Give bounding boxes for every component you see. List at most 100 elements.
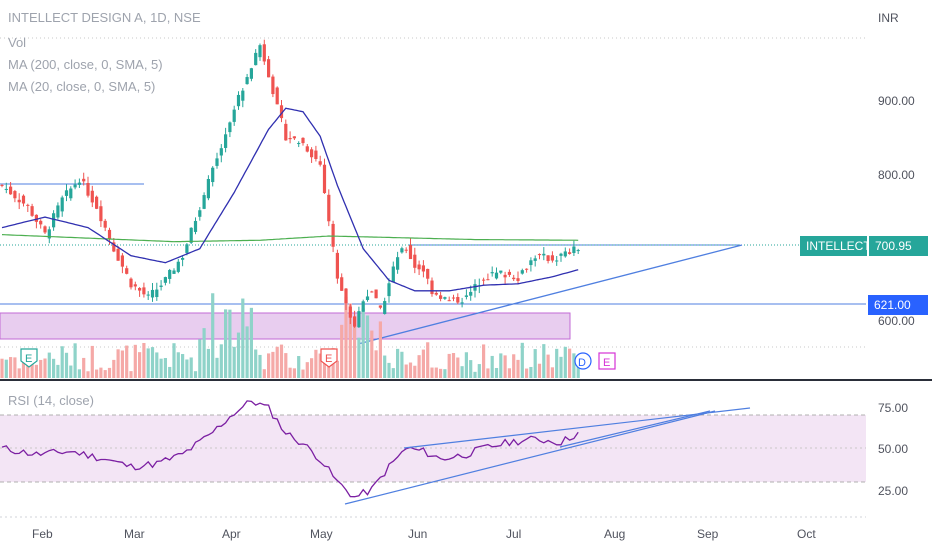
volume-bar xyxy=(275,346,279,378)
volume-bar xyxy=(546,354,550,378)
time-label-may: May xyxy=(310,527,333,541)
legend-rsi[interactable]: RSI (14, close) xyxy=(8,393,94,408)
legend-ma20[interactable]: MA (20, close, 0, SMA, 5) xyxy=(8,79,156,94)
candle-body xyxy=(202,195,206,209)
rsi-tick-75: 75.00 xyxy=(878,401,908,415)
candle-body xyxy=(34,214,38,222)
candle-body xyxy=(159,285,163,287)
time-label-apr: Apr xyxy=(222,527,241,541)
volume-bar xyxy=(21,355,26,378)
candle-body xyxy=(533,258,537,261)
volume-bar xyxy=(181,354,185,378)
candle-body xyxy=(550,255,554,261)
volume-bar xyxy=(138,352,142,378)
candle-body xyxy=(47,229,51,239)
candle-body xyxy=(512,277,516,280)
candle-body xyxy=(116,248,120,261)
candle-body xyxy=(9,186,13,195)
volume-bar xyxy=(267,353,271,378)
dividend-marker[interactable]: D xyxy=(574,352,592,370)
candle-body xyxy=(297,143,301,145)
rsi-lower-trendline[interactable] xyxy=(344,410,716,505)
earnings-marker-1[interactable]: E xyxy=(20,348,38,368)
candle-body xyxy=(39,220,43,225)
candle-body xyxy=(555,260,559,262)
candle-body xyxy=(305,146,309,152)
price-tick-800: 800.00 xyxy=(878,168,915,182)
candle-body xyxy=(348,306,352,318)
legend-volume[interactable]: Vol xyxy=(8,35,27,50)
candle-body xyxy=(86,183,90,196)
candle-body xyxy=(168,270,172,279)
candle-body xyxy=(13,191,17,199)
candle-body xyxy=(417,264,421,270)
rsi-channel-line[interactable] xyxy=(559,410,711,448)
volume-bar xyxy=(215,357,219,378)
volume-bar xyxy=(26,358,30,378)
earnings-marker-3[interactable]: E xyxy=(598,352,616,370)
time-label-jul: Jul xyxy=(506,527,521,541)
candle-body xyxy=(559,253,563,256)
symbol-tag: INTELLECT xyxy=(800,236,871,256)
volume-bar xyxy=(563,346,567,378)
volume-bar xyxy=(159,358,163,378)
volume-bar xyxy=(353,316,357,378)
volume-bar xyxy=(572,353,576,378)
candle-body xyxy=(301,137,305,144)
volume-bar xyxy=(421,349,425,378)
volume-bar xyxy=(4,359,8,378)
candle-body xyxy=(129,278,133,288)
volume-bar xyxy=(503,355,507,378)
candle-body xyxy=(103,220,107,228)
volume-bar xyxy=(116,349,120,378)
candle-body xyxy=(507,271,511,275)
candle-body xyxy=(125,268,129,274)
rsi-tick-25: 25.00 xyxy=(878,484,908,498)
volume-bar xyxy=(129,371,133,378)
candle-body xyxy=(99,206,103,222)
ma200-line xyxy=(1,234,579,243)
price-trendline[interactable] xyxy=(357,244,743,345)
volume-bar xyxy=(525,368,529,378)
time-label-feb: Feb xyxy=(32,527,53,541)
candle-body xyxy=(206,179,210,199)
earnings-marker-2[interactable]: E xyxy=(320,348,338,368)
volume-bar xyxy=(125,345,129,378)
volume-bar xyxy=(434,367,438,378)
volume-bar xyxy=(198,339,202,378)
volume-bar xyxy=(245,326,249,378)
dividend-marker-label: D xyxy=(578,357,586,369)
volume-bar xyxy=(537,363,542,378)
demand-zone-rect[interactable] xyxy=(0,312,571,340)
candle-body xyxy=(404,249,408,251)
volume-bar xyxy=(292,368,296,378)
volume-bar xyxy=(279,344,284,378)
volume-bar xyxy=(568,348,572,378)
candle-body xyxy=(426,268,430,279)
candle-body xyxy=(215,158,219,166)
volume-bar xyxy=(77,369,81,378)
volume-bar xyxy=(13,357,17,378)
candle-body xyxy=(408,245,413,260)
volume-bar xyxy=(297,356,301,378)
legend-ma200[interactable]: MA (200, close, 0, SMA, 5) xyxy=(8,57,163,72)
volume-bar xyxy=(99,367,103,378)
volume-bar xyxy=(417,355,421,378)
support-price-tag: 621.00 xyxy=(868,295,928,315)
time-label-jun: Jun xyxy=(408,527,427,541)
candle-body xyxy=(95,196,99,209)
candle-body xyxy=(322,164,327,194)
candle-body xyxy=(107,229,112,240)
volume-bar xyxy=(344,296,348,378)
volume-bar xyxy=(258,354,262,378)
candle-body xyxy=(133,284,137,287)
volume-bar xyxy=(47,352,51,378)
candle-body xyxy=(150,289,155,298)
volume-bar xyxy=(95,369,99,378)
candle-body xyxy=(469,291,473,296)
candle-body xyxy=(460,302,464,304)
candle-body xyxy=(525,268,529,270)
candle-body xyxy=(374,289,378,299)
volume-bar xyxy=(34,364,38,378)
